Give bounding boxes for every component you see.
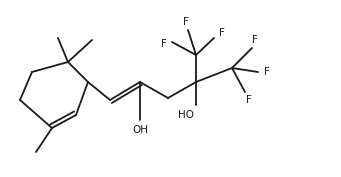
Text: HO: HO (178, 110, 194, 120)
Text: F: F (161, 39, 167, 49)
Text: F: F (246, 95, 252, 105)
Text: F: F (219, 28, 225, 38)
Text: OH: OH (132, 125, 148, 135)
Text: F: F (252, 35, 258, 45)
Text: F: F (183, 17, 189, 27)
Text: F: F (264, 67, 270, 77)
